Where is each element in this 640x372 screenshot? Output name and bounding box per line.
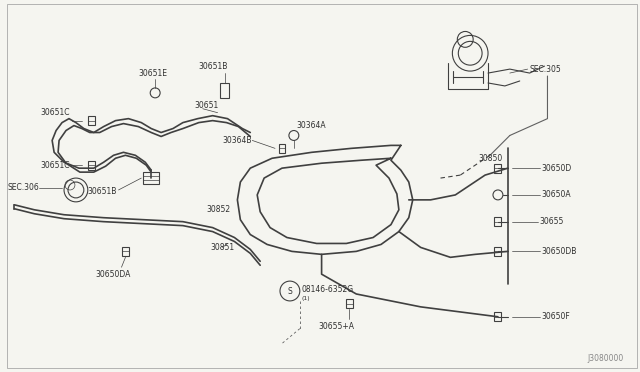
Text: 30651C: 30651C <box>40 161 70 170</box>
Bar <box>495 247 501 256</box>
Text: 30850: 30850 <box>478 154 502 163</box>
Text: 30650D: 30650D <box>541 164 572 173</box>
Text: 30364B: 30364B <box>223 136 252 145</box>
Text: 30651: 30651 <box>195 101 219 110</box>
Bar <box>88 116 95 125</box>
Bar <box>88 161 95 170</box>
Bar <box>220 83 230 98</box>
Text: 30650A: 30650A <box>541 190 571 199</box>
Text: 08146-6352G: 08146-6352G <box>302 285 354 294</box>
Text: (1): (1) <box>302 296 310 301</box>
Text: SEC.305: SEC.305 <box>530 65 561 74</box>
Text: 30650DB: 30650DB <box>541 247 577 256</box>
Text: 30651B: 30651B <box>87 187 116 196</box>
Bar <box>143 172 159 184</box>
Text: 30651B: 30651B <box>198 62 227 71</box>
Bar <box>495 217 501 226</box>
Bar <box>346 299 353 308</box>
Text: 30655+A: 30655+A <box>319 322 355 331</box>
Text: 30651C: 30651C <box>40 108 70 117</box>
Text: 30650F: 30650F <box>541 312 570 321</box>
Bar <box>495 312 501 321</box>
Text: SEC.306: SEC.306 <box>8 183 39 192</box>
Text: 30651E: 30651E <box>138 68 167 78</box>
Text: 30852: 30852 <box>206 205 230 214</box>
Text: 30851: 30851 <box>211 243 235 252</box>
Bar <box>495 164 501 173</box>
Text: 30655: 30655 <box>540 217 564 226</box>
Text: 30650DA: 30650DA <box>96 270 131 279</box>
Text: J3080000: J3080000 <box>588 354 624 363</box>
Text: 30364A: 30364A <box>297 121 326 130</box>
Bar <box>122 247 129 256</box>
Bar <box>278 144 285 153</box>
Text: S: S <box>287 286 292 295</box>
